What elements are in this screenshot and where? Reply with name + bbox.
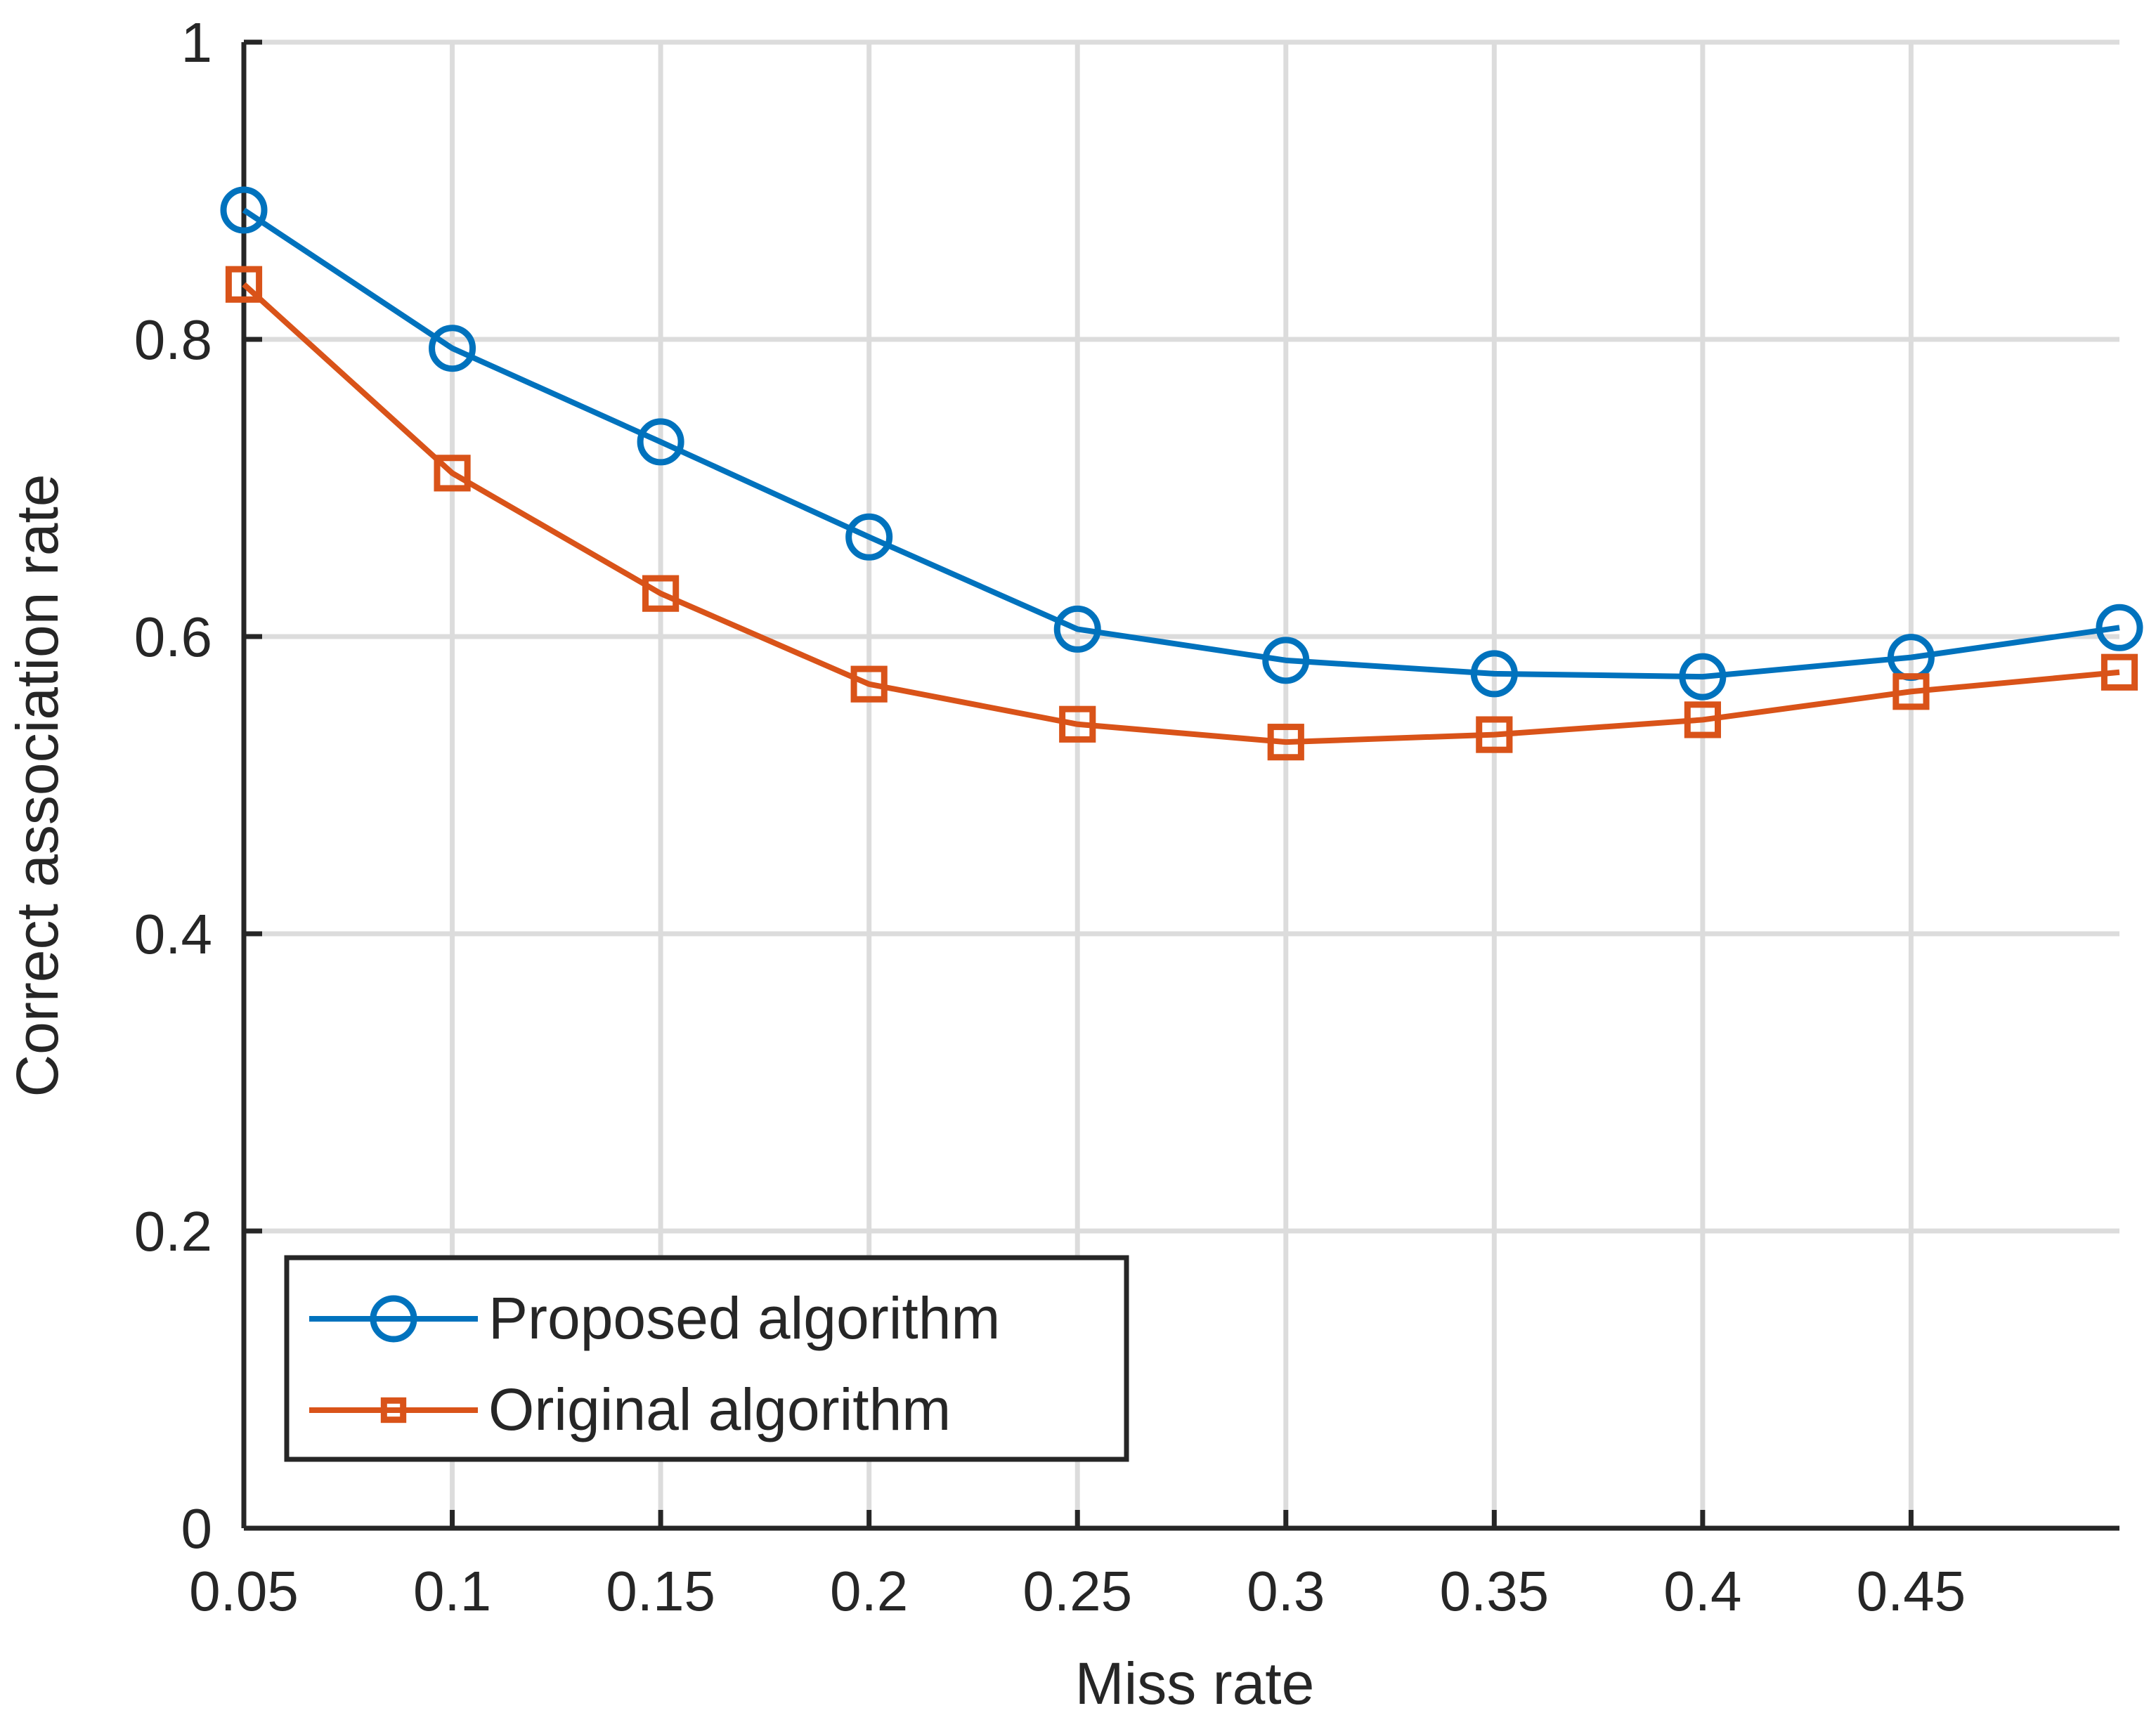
y-tick-label: 0.8 bbox=[134, 308, 212, 371]
ticks: 0.05 0.1 0.15 0.2 0.25 0.3 0.35 0.4 0.45 0 0.2 0.4 0… bbox=[134, 11, 1966, 1622]
series-line bbox=[242, 282, 2120, 745]
y-tick-label: 0.6 bbox=[134, 606, 212, 668]
y-axis-label: Correct association rate bbox=[4, 474, 70, 1097]
y-tick-label: 0.2 bbox=[134, 1200, 212, 1263]
series-2 bbox=[225, 266, 2138, 761]
data-point bbox=[2100, 653, 2138, 691]
x-tick-label: 0.45 bbox=[1857, 1560, 1966, 1622]
data-point bbox=[1470, 650, 1518, 698]
legend-label: Original algorithm bbox=[488, 1376, 951, 1442]
data-point bbox=[220, 186, 268, 234]
data-point bbox=[637, 418, 684, 466]
axes bbox=[241, 42, 2119, 1531]
legend-marker bbox=[380, 1397, 407, 1423]
data-point bbox=[845, 513, 893, 561]
x-tick-label: 0.05 bbox=[189, 1560, 299, 1622]
y-tick-label: 0.4 bbox=[134, 903, 212, 965]
legend-label: Proposed algorithm bbox=[488, 1285, 1000, 1351]
legend: Proposed algorithm Original algorithm bbox=[284, 1255, 1129, 1462]
data-point bbox=[434, 455, 471, 492]
data-point bbox=[225, 266, 263, 303]
x-axis-label: Miss rate bbox=[1075, 1650, 1315, 1716]
x-tick-label: 0.2 bbox=[830, 1560, 908, 1622]
y-tick-label: 0 bbox=[181, 1497, 213, 1560]
data-point bbox=[1679, 653, 1727, 701]
x-tick-label: 0.4 bbox=[1663, 1560, 1741, 1622]
legend-item: Proposed algorithm bbox=[309, 1285, 1000, 1351]
legend-item: Original algorithm bbox=[309, 1376, 951, 1442]
series bbox=[220, 186, 2143, 761]
data-point bbox=[1684, 701, 1721, 738]
series-line bbox=[242, 207, 2120, 680]
data-point bbox=[642, 575, 680, 612]
grid bbox=[244, 39, 2119, 1528]
data-point bbox=[429, 325, 476, 372]
y-tick-label: 1 bbox=[181, 11, 213, 74]
data-point bbox=[1053, 605, 1101, 653]
legend-box bbox=[284, 1255, 1129, 1462]
x-tick-label: 0.1 bbox=[413, 1560, 491, 1622]
x-tick-label: 0.35 bbox=[1439, 1560, 1549, 1622]
x-tick-label: 0.15 bbox=[606, 1560, 715, 1622]
x-tick-label: 0.25 bbox=[1022, 1560, 1132, 1622]
data-point bbox=[1892, 673, 1930, 710]
data-point bbox=[850, 665, 888, 703]
x-tick-label: 0.3 bbox=[1247, 1560, 1325, 1622]
data-point bbox=[2096, 604, 2143, 651]
data-point bbox=[1267, 724, 1304, 761]
data-point bbox=[1262, 637, 1310, 684]
data-point bbox=[1059, 705, 1096, 743]
legend-marker bbox=[370, 1295, 417, 1343]
series-1 bbox=[220, 186, 2143, 701]
data-point bbox=[1476, 716, 1513, 753]
